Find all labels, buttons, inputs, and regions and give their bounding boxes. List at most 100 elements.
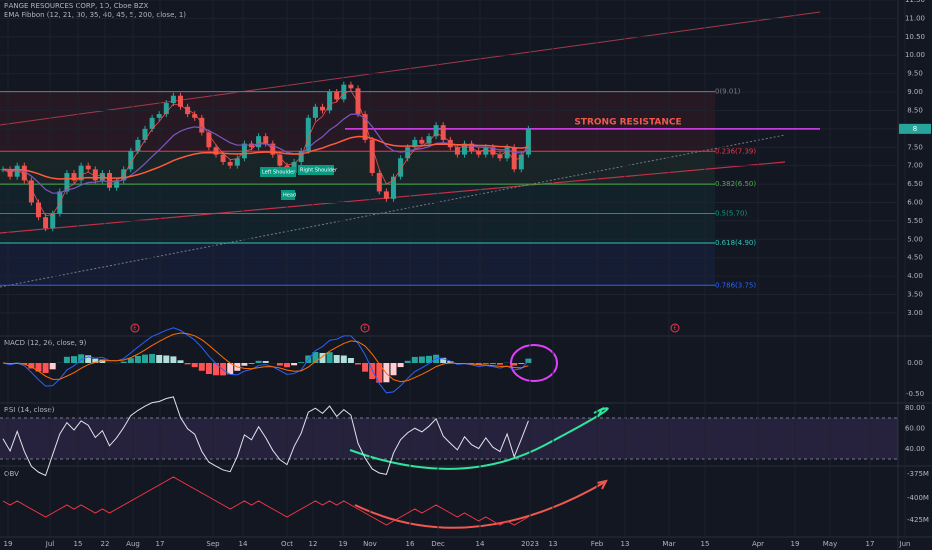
candle [21, 165, 27, 181]
macd-bar [127, 358, 134, 363]
macd-bar [120, 361, 127, 363]
candle [376, 173, 382, 192]
x-tick-label: Jun [899, 540, 911, 548]
x-tick-label: 15 [701, 540, 710, 548]
x-tick-label: 2023 [521, 540, 539, 548]
macd-bar [397, 363, 404, 368]
macd-bar [411, 356, 418, 363]
macd-bar [71, 356, 77, 363]
y-tick-label: 11.00 [905, 14, 925, 22]
annotation: Head [283, 193, 296, 199]
annotation: Right Shoulder [300, 168, 338, 174]
candle [36, 202, 41, 218]
macd-bar [426, 355, 432, 363]
x-tick-label: 17 [156, 540, 165, 548]
y-tick-label: 9.50 [907, 70, 923, 78]
price-tag [899, 123, 931, 134]
candle [99, 173, 105, 181]
macd-bar [440, 357, 447, 363]
rsi-band [0, 418, 898, 459]
chart-title: RANGE RESOURCES CORP, 1D, Cboe BZX [4, 2, 149, 10]
annotation-box [298, 165, 334, 175]
macd-line [2, 327, 529, 394]
trend-line [0, 134, 786, 288]
macd-bar [482, 363, 489, 364]
macd-bar [28, 363, 35, 369]
y-tick-label: 10.50 [905, 33, 925, 41]
x-tick-label: 14 [239, 540, 248, 548]
macd-bar [418, 356, 425, 363]
y-tick-label: 6.00 [907, 198, 923, 206]
candle [483, 147, 489, 155]
macd-bar [497, 363, 503, 365]
candle [163, 103, 169, 115]
candle [156, 114, 162, 118]
candle [142, 128, 148, 140]
annotation-box [260, 167, 296, 177]
event-icon [360, 323, 370, 333]
x-tick-label: Dec [431, 540, 445, 548]
candle [504, 147, 510, 159]
rsi-arrow [349, 407, 609, 470]
indicator-label: EMA Fibbon (12, 21, 30, 35, 40, 45, 5, 2… [4, 11, 186, 19]
x-tick-label: 14 [476, 540, 485, 548]
y-tick-label: 9.00 [907, 88, 923, 96]
zones [0, 91, 715, 286]
obv-tick: -375M [907, 470, 929, 478]
candle [28, 180, 34, 203]
y-tick-label: 7.00 [907, 162, 923, 170]
candle [341, 84, 347, 100]
macd-bar [390, 363, 397, 376]
macd-bar [447, 361, 454, 363]
macd-bar [319, 352, 326, 363]
x-tick-label: Jul [45, 540, 55, 548]
candle [433, 125, 439, 137]
x-tick-label: 17 [866, 540, 875, 548]
x-tick-label: Aug [126, 540, 140, 548]
obv-line [2, 476, 529, 526]
x-tick-label: 13 [549, 540, 558, 548]
ema-fast [2, 90, 529, 217]
macd-bar [298, 362, 305, 363]
candle [92, 169, 98, 181]
fib-zone [0, 213, 715, 243]
obv-arrow [354, 481, 606, 529]
fib-label: 0.618(4.90) [715, 239, 756, 247]
candle [206, 132, 212, 148]
macd-label: MACD (12, 26, close, 9) [4, 339, 87, 347]
x-tick-label: 13 [621, 540, 630, 548]
rsi-tick: 40.00 [905, 445, 925, 453]
macd-bar [184, 363, 191, 365]
macd-bar [63, 356, 70, 363]
macd-bar [355, 363, 361, 365]
macd-bar [42, 363, 49, 373]
candle [511, 147, 517, 170]
candle [263, 136, 269, 144]
ema-slow [2, 135, 529, 180]
candle [412, 139, 418, 148]
candle [199, 117, 205, 133]
macd-tick: 0.00 [907, 359, 923, 367]
macd-bar [78, 354, 85, 363]
candle [490, 147, 496, 155]
macd-bar [205, 363, 212, 375]
event-icon [130, 323, 140, 333]
macd-bar [213, 363, 219, 376]
y-tick-label: 4.50 [907, 254, 923, 262]
rsi-tick: 80.00 [905, 404, 925, 412]
annotation: Left Shoulder [262, 170, 296, 176]
candle [334, 92, 340, 100]
macd-bar [220, 363, 227, 376]
macd-bar [312, 352, 319, 363]
macd-bar [326, 352, 333, 363]
candle [178, 95, 183, 107]
rsi-label: RSI (14, close) [4, 406, 55, 414]
y-tick-label: 11.50 [905, 0, 925, 4]
macd-bar [49, 363, 56, 370]
macd-bar [284, 363, 290, 368]
macd-bar [518, 363, 525, 364]
macd-bar [404, 360, 411, 363]
macd-bar [255, 360, 262, 363]
candle [234, 158, 240, 166]
